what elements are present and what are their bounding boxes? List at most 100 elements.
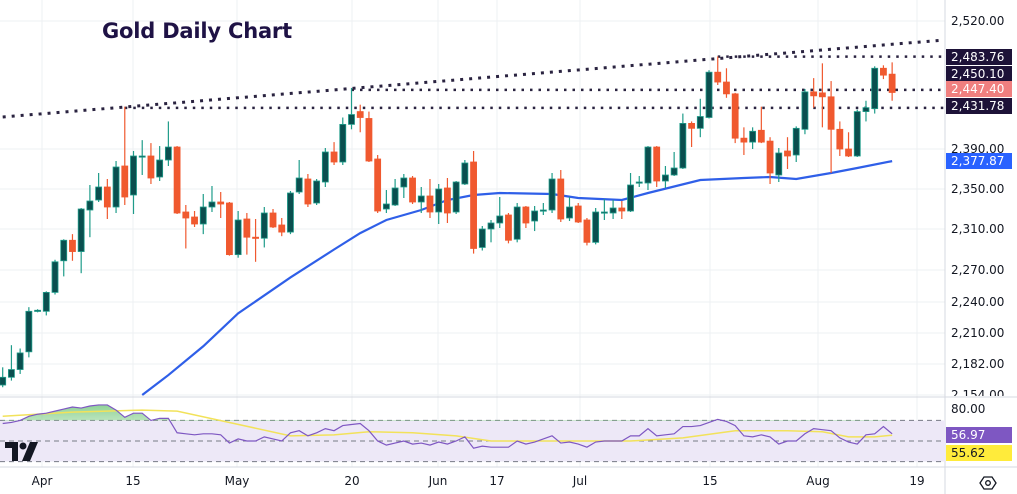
candle-body: [470, 161, 477, 249]
rsi-line: [2, 404, 893, 449]
candle: [888, 62, 896, 101]
candle-body: [444, 187, 451, 214]
price-tick-label: 2,350.00: [951, 182, 1005, 196]
chart-title: Gold Daily Chart: [102, 19, 292, 43]
candle-body: [199, 206, 207, 225]
candle: [16, 348, 24, 374]
candle-body: [531, 210, 539, 222]
candle: [496, 197, 504, 228]
candle-body: [426, 195, 434, 213]
candle: [609, 200, 617, 219]
candle: [374, 155, 382, 213]
candle-body: [731, 93, 739, 139]
rsi-ma-value-label: 55.62: [946, 445, 1012, 461]
candle: [8, 345, 15, 381]
candle: [287, 191, 294, 235]
price-level-label: 2,447.40: [946, 81, 1012, 97]
price-level-label: 2,483.76: [946, 49, 1012, 65]
candle-body: [452, 181, 460, 213]
moving-average-line: [141, 160, 893, 396]
candle: [539, 203, 547, 215]
candle-body: [339, 123, 347, 163]
candle: [688, 121, 695, 148]
candle-body: [330, 151, 338, 163]
candle-body: [103, 186, 111, 208]
rsi-ma-line: [2, 409, 893, 442]
candle-body: [775, 152, 783, 176]
candle-body: [522, 206, 530, 224]
candle-body: [592, 211, 600, 243]
candle: [478, 226, 486, 251]
price-tick-label: 2,210.00: [951, 326, 1005, 340]
candle: [400, 174, 408, 198]
candle: [723, 68, 730, 98]
candle-body: [574, 205, 582, 223]
candle: [173, 146, 181, 214]
candle: [269, 209, 277, 228]
candle-body: [191, 216, 198, 225]
candle-body: [0, 376, 7, 386]
candle: [217, 192, 225, 218]
candle-body: [156, 159, 164, 178]
candle-body: [487, 222, 495, 230]
candle: [705, 70, 713, 119]
candle-body: [757, 129, 765, 143]
candle-body: [112, 166, 120, 208]
candle: [252, 219, 259, 262]
candle: [600, 199, 608, 220]
candle-body: [539, 209, 547, 212]
candle: [60, 239, 68, 277]
candle-body: [313, 180, 321, 204]
candle: [801, 88, 809, 135]
candle-body: [505, 214, 512, 241]
candle: [618, 201, 626, 219]
price-tick-label: 2,520.00: [951, 14, 1005, 28]
candle-body: [269, 212, 277, 228]
candle-body: [696, 116, 704, 129]
candle-body: [670, 167, 678, 176]
candle-body: [16, 352, 24, 370]
date-tick-label: Jun: [428, 474, 448, 488]
candle: [130, 151, 137, 214]
candle: [191, 211, 198, 227]
candle: [365, 111, 373, 162]
candle: [304, 174, 312, 207]
candle-body: [749, 130, 757, 143]
candle-body: [182, 211, 190, 219]
candle-body: [321, 151, 329, 183]
candle-body: [679, 123, 687, 169]
candle: [757, 106, 765, 144]
candle: [531, 206, 539, 232]
candle: [880, 65, 887, 80]
candle-body: [600, 211, 608, 214]
date-tick-label: 15: [702, 474, 718, 488]
candle: [548, 173, 556, 213]
candle: [409, 176, 416, 204]
settings-icon[interactable]: [979, 474, 997, 492]
candle-body: [627, 184, 634, 212]
candle: [827, 81, 835, 173]
candle: [112, 161, 120, 213]
candle: [278, 218, 286, 237]
candle-body: [234, 219, 242, 256]
candle: [452, 181, 460, 214]
candle: [444, 178, 451, 223]
candle: [182, 205, 190, 249]
candle-body: [391, 187, 399, 206]
candle-body: [609, 207, 617, 214]
candle-body: [278, 224, 286, 233]
candle: [557, 170, 565, 222]
candle-body: [164, 146, 172, 161]
candle: [348, 87, 355, 130]
date-tick-label: May: [224, 474, 250, 488]
candle-body: [147, 155, 155, 179]
candle: [775, 148, 783, 182]
candle-body: [208, 201, 216, 208]
candle-body: [566, 206, 573, 219]
candle-body: [42, 291, 50, 312]
price-tick-label: 2,310.00: [951, 222, 1005, 236]
candle-body: [766, 140, 774, 174]
candle-body: [478, 228, 486, 248]
